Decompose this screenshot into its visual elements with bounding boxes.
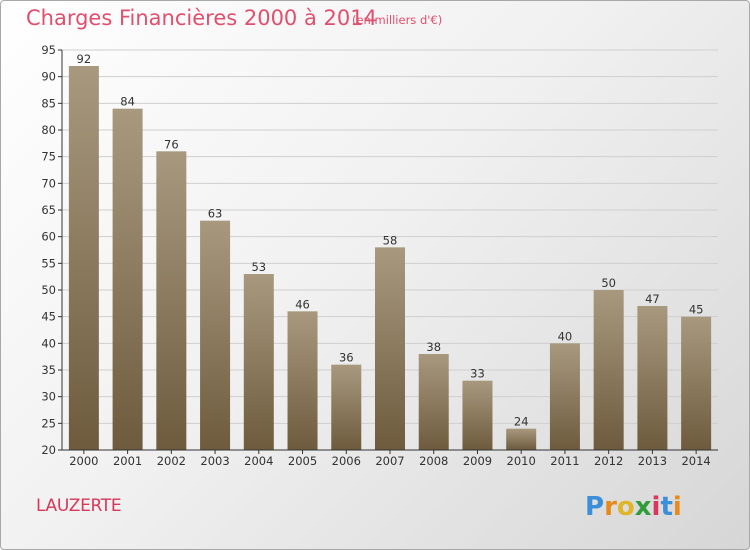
- x-tick-label: 2002: [157, 454, 186, 468]
- data-label: 84: [120, 95, 135, 109]
- bar: [462, 380, 493, 450]
- y-tick-label: 40: [41, 336, 56, 350]
- data-label: 24: [514, 415, 529, 429]
- x-tick-label: 2009: [463, 454, 492, 468]
- y-tick-label: 75: [41, 150, 56, 164]
- data-label: 45: [689, 303, 704, 317]
- svg-text:Proxiti: Proxiti: [585, 492, 682, 522]
- bar: [331, 364, 362, 450]
- x-tick-label: 2013: [638, 454, 667, 468]
- bar: [375, 247, 405, 450]
- bar: [549, 343, 580, 450]
- x-tick-label: 2007: [375, 454, 404, 468]
- data-label: 63: [208, 207, 223, 221]
- y-tick-label: 25: [41, 416, 56, 430]
- x-tick-label: 2001: [113, 454, 142, 468]
- bar: [506, 428, 537, 450]
- y-tick-label: 90: [41, 70, 56, 84]
- y-tick-label: 80: [41, 123, 56, 137]
- data-label: 50: [601, 276, 616, 290]
- data-label: 53: [251, 260, 266, 274]
- x-tick-label: 2008: [419, 454, 448, 468]
- chart-subtitle: (en milliers d'€): [352, 13, 443, 27]
- x-tick-label: 2003: [200, 454, 229, 468]
- y-tick-label: 45: [41, 310, 56, 324]
- data-label: 76: [164, 137, 179, 151]
- bar: [681, 316, 712, 450]
- data-label: 38: [426, 340, 441, 354]
- bar: [418, 354, 449, 450]
- y-tick-label: 55: [41, 256, 56, 270]
- y-tick-label: 20: [41, 443, 56, 457]
- data-label: 58: [383, 233, 398, 247]
- bar: [593, 290, 624, 450]
- chart-title: Charges Financières 2000 à 2014: [26, 6, 377, 30]
- bar: [68, 66, 99, 450]
- y-tick-label: 65: [41, 203, 56, 217]
- y-tick-label: 95: [41, 43, 56, 57]
- data-label: 36: [339, 351, 354, 365]
- y-tick-label: 50: [41, 283, 56, 297]
- bar: [243, 274, 274, 450]
- bar: [287, 311, 318, 450]
- bar: [156, 151, 187, 451]
- data-label: 47: [645, 292, 660, 306]
- data-label: 46: [295, 297, 310, 311]
- place-name: LAUZERTE: [36, 496, 122, 516]
- bar: [200, 220, 231, 450]
- x-tick-label: 2014: [681, 454, 710, 468]
- bars: [68, 66, 712, 451]
- data-label: 40: [558, 329, 573, 343]
- axes: [58, 49, 718, 454]
- data-label: 92: [77, 52, 92, 66]
- proxiti-logo[interactable]: Proxiti: [583, 486, 693, 526]
- y-tick-label: 30: [41, 390, 56, 404]
- x-tick-label: 2011: [550, 454, 579, 468]
- x-tick-label: 2010: [507, 454, 536, 468]
- bar: [637, 306, 668, 450]
- bar: [112, 108, 143, 451]
- x-tick-label: 2004: [244, 454, 273, 468]
- x-tick-label: 2000: [69, 454, 98, 468]
- y-tick-label: 85: [41, 96, 56, 110]
- y-tick-label: 35: [41, 363, 56, 377]
- y-tick-label: 70: [41, 176, 56, 190]
- data-label: 33: [470, 367, 485, 381]
- labels: 20 25 30 35 40 45 50 55 60 65 70 75 80 85 90 95 92 2000 84…: [41, 43, 710, 468]
- x-tick-label: 2005: [288, 454, 317, 468]
- x-tick-label: 2012: [594, 454, 623, 468]
- y-tick-label: 60: [41, 230, 56, 244]
- x-tick-label: 2006: [332, 454, 361, 468]
